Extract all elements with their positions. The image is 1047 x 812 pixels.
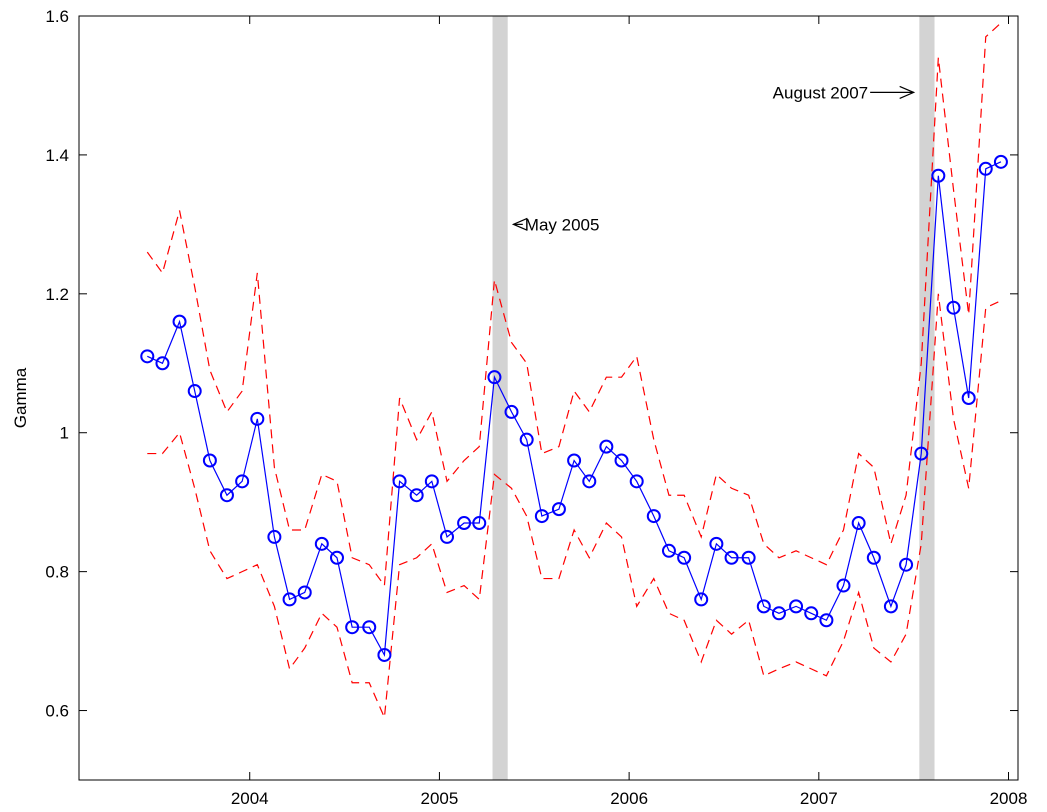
data-point bbox=[883, 599, 898, 614]
y-tick-label: 1 bbox=[60, 424, 69, 443]
data-point bbox=[534, 509, 549, 524]
annotation-label-1: May 2005 bbox=[525, 215, 600, 234]
data-point bbox=[250, 411, 265, 426]
data-point bbox=[551, 502, 566, 517]
x-tick-labels: 2004 2005 2006 2007 2008 bbox=[231, 789, 1028, 808]
y-tick-labels: 0.6 0.8 1 1.2 1.4 1.6 bbox=[45, 7, 69, 721]
data-point bbox=[504, 404, 519, 419]
confidence-band-lines bbox=[146, 22, 1002, 720]
data-point bbox=[914, 446, 929, 461]
gamma-estimate-series bbox=[140, 154, 1008, 662]
data-point bbox=[614, 453, 629, 468]
data-point bbox=[709, 536, 724, 551]
data-point bbox=[946, 300, 961, 315]
data-point bbox=[457, 516, 472, 531]
annotation-arrow-head-1 bbox=[511, 217, 528, 231]
data-point bbox=[819, 613, 834, 628]
data-point bbox=[172, 314, 187, 329]
y-tick-label: 1.6 bbox=[45, 7, 69, 26]
data-point bbox=[314, 536, 329, 551]
data-point bbox=[567, 453, 582, 468]
x-tick-label: 2008 bbox=[990, 789, 1028, 808]
data-point bbox=[582, 474, 597, 489]
x-tick-label: 2005 bbox=[421, 789, 459, 808]
data-point bbox=[866, 550, 881, 565]
data-point bbox=[993, 154, 1008, 169]
upper-band-line bbox=[146, 22, 1002, 588]
data-point bbox=[409, 488, 424, 503]
data-point bbox=[851, 516, 866, 531]
data-point bbox=[677, 550, 692, 565]
annotation-arrow-head-2 bbox=[899, 85, 916, 99]
y-axis-label: Gamma bbox=[11, 367, 30, 428]
data-point bbox=[931, 168, 946, 183]
data-point bbox=[629, 474, 644, 489]
data-point bbox=[282, 592, 297, 607]
data-point bbox=[440, 529, 455, 544]
data-point bbox=[329, 550, 344, 565]
data-point bbox=[741, 550, 756, 565]
annotation-label-2: August 2007 bbox=[773, 83, 868, 102]
data-point bbox=[789, 599, 804, 614]
data-point bbox=[424, 474, 439, 489]
data-point bbox=[646, 509, 661, 524]
x-tick-label: 2007 bbox=[800, 789, 838, 808]
data-point bbox=[804, 606, 819, 621]
data-point bbox=[140, 349, 155, 364]
data-point bbox=[724, 550, 739, 565]
x-tick-label: 2004 bbox=[231, 789, 269, 808]
data-point bbox=[345, 620, 360, 635]
data-point bbox=[267, 529, 282, 544]
data-point bbox=[392, 474, 407, 489]
y-tick-label: 0.6 bbox=[45, 702, 69, 721]
data-point bbox=[202, 453, 217, 468]
data-point bbox=[219, 488, 234, 503]
data-point bbox=[187, 384, 202, 399]
y-tick-label: 0.8 bbox=[45, 563, 69, 582]
data-point bbox=[771, 606, 786, 621]
y-tick-label: 1.4 bbox=[45, 146, 69, 165]
axis-ticks bbox=[79, 15, 1018, 780]
shaded-region-1 bbox=[492, 16, 508, 780]
annotations: May 2005 August 2007 bbox=[511, 83, 916, 234]
shaded-region-2 bbox=[919, 16, 935, 780]
estimate-line bbox=[147, 161, 1002, 658]
data-point bbox=[978, 161, 993, 176]
data-point bbox=[961, 391, 976, 405]
data-point bbox=[694, 592, 709, 607]
lower-band-line bbox=[147, 293, 1002, 720]
data-point bbox=[487, 370, 502, 385]
data-point bbox=[297, 585, 312, 600]
data-point bbox=[836, 578, 851, 593]
data-point bbox=[899, 557, 914, 572]
y-tick-label: 1.2 bbox=[45, 285, 69, 304]
plot-area-frame bbox=[78, 15, 1019, 781]
data-point bbox=[362, 620, 377, 635]
x-tick-label: 2006 bbox=[610, 789, 648, 808]
data-point bbox=[599, 439, 614, 454]
data-point bbox=[235, 474, 250, 489]
data-point bbox=[155, 356, 170, 371]
data-point bbox=[377, 647, 392, 662]
data-point bbox=[756, 599, 771, 614]
data-point bbox=[472, 516, 487, 531]
data-point bbox=[661, 543, 676, 558]
shaded-regions bbox=[492, 16, 935, 780]
data-point bbox=[519, 432, 534, 447]
